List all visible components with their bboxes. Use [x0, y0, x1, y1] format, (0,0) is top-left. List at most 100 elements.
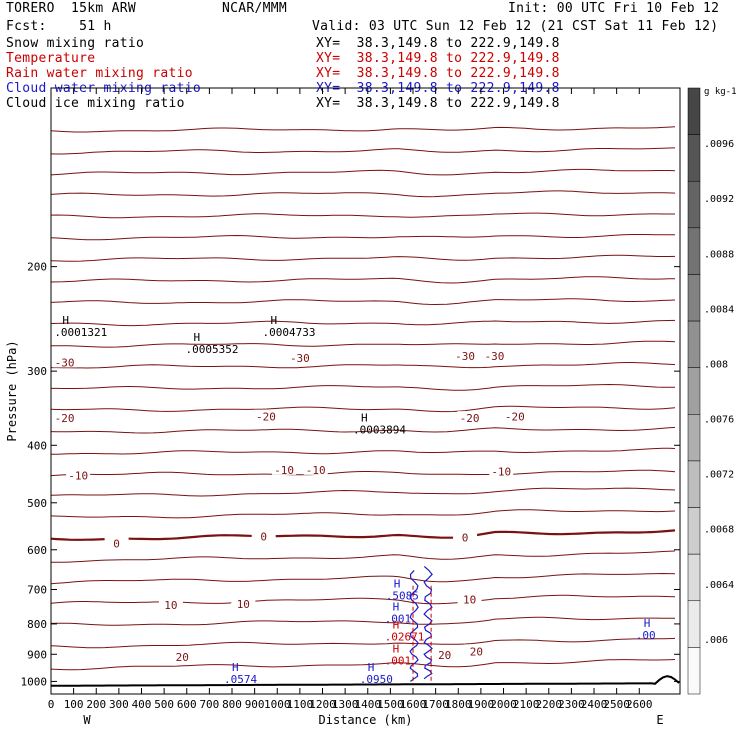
y-tick-label: 1000	[21, 675, 48, 688]
high-marker: H	[232, 661, 239, 674]
x-tick-label: 1700	[422, 698, 449, 711]
high-value-label: .00	[636, 629, 656, 642]
high-marker: H	[62, 314, 69, 327]
x-tick-label: 300	[109, 698, 129, 711]
x-tick-label: 900	[245, 698, 265, 711]
contour-label-bg	[453, 349, 478, 362]
temperature-contour-label: 10	[237, 598, 250, 611]
isotherm-line	[50, 147, 676, 155]
colorbar-level	[687, 274, 701, 322]
contour-label-bg	[272, 462, 297, 475]
temperature-contour-label: 20	[438, 649, 451, 662]
high-marker: H	[393, 601, 400, 614]
x-tick-label: 2200	[536, 698, 563, 711]
colorbar-tick-label: .0068	[704, 525, 734, 536]
field-xy-snow: XY= 38.3,149.8 to 222.9,149.8	[316, 36, 560, 51]
x-tick-label: 2300	[558, 698, 585, 711]
temperature-contour-label: -20	[505, 411, 525, 424]
high-value-label: .0005352	[186, 343, 239, 356]
isotherm-line	[50, 234, 676, 241]
x-tick-label: 700	[199, 698, 219, 711]
colorbar-tick-label: .0076	[704, 415, 734, 426]
temperature-contour-label: -30	[455, 350, 475, 363]
isotherm-line	[50, 212, 675, 219]
high-marker: H	[194, 331, 201, 344]
temperature-contour-label: -10	[306, 464, 326, 477]
y-tick-label: 300	[27, 365, 47, 378]
colorbar-tick-label: .0088	[704, 249, 734, 260]
isotherm-line	[50, 447, 676, 455]
y-axis-label: Pressure (hPa)	[5, 340, 19, 441]
x-tick-label: 1900	[468, 698, 495, 711]
high-marker: H	[393, 619, 400, 632]
temperature-contour-label: -10	[491, 466, 511, 479]
high-value-label: .0003894	[353, 424, 406, 437]
high-value-label: .0004733	[262, 326, 315, 339]
temperature-contour-label: 0	[113, 537, 120, 550]
isotherm-line	[50, 276, 676, 284]
high-marker: H	[644, 617, 651, 630]
field-xy-temperature: XY= 38.3,149.8 to 222.9,149.8	[316, 51, 560, 66]
x-tick-label: 1400	[355, 698, 382, 711]
colorbar-level	[687, 507, 701, 555]
temperature-contour-label: 20	[470, 645, 483, 658]
colorbar-tick-label: .008	[704, 359, 728, 370]
x-tick-label: 100	[64, 698, 84, 711]
isotherm-line	[50, 509, 676, 519]
high-marker: H	[270, 314, 277, 327]
isotherm-line	[50, 572, 676, 585]
header-fcst: Fcst: 51 h	[6, 19, 112, 34]
header-valid: Valid: 03 UTC Sun 12 Feb 12 (21 CST Sat …	[312, 19, 719, 34]
cloud-water-contour	[409, 569, 419, 682]
temperature-contour-label: 10	[463, 593, 476, 606]
x-tick-label: 2500	[603, 698, 630, 711]
high-marker: H	[393, 642, 400, 655]
field-xy-cloud-ice: XY= 38.3,149.8 to 222.9,149.8	[316, 96, 560, 111]
high-value-label: .0574	[224, 673, 257, 686]
isotherm-line	[50, 426, 676, 434]
x-tick-label: 800	[222, 698, 242, 711]
x-tick-label: 2600	[626, 698, 653, 711]
temperature-contour-label: -30	[55, 356, 75, 369]
plot-frame	[50, 87, 681, 695]
contour-label-bg	[464, 644, 489, 657]
isotherm-line	[50, 550, 676, 563]
temperature-contour-label: -10	[274, 464, 294, 477]
x-tick-label: 1600	[400, 698, 427, 711]
field-name-cloud-water: Cloud water mixing ratio	[6, 81, 202, 96]
contour-label-bg	[457, 411, 482, 424]
x-end-label-west: W	[83, 713, 91, 727]
y-tick-label: 400	[27, 439, 47, 452]
x-tick-label: 1100	[287, 698, 314, 711]
high-marker: H	[394, 578, 401, 591]
temperature-contour-label: -30	[290, 352, 310, 365]
isotherm-line	[50, 126, 676, 133]
isotherm-line	[50, 637, 676, 649]
y-tick-label: 500	[27, 497, 47, 510]
x-tick-label: 1300	[332, 698, 359, 711]
colorbar-tick-label: .0064	[704, 580, 734, 591]
contour-label-bg	[251, 529, 276, 542]
isotherm-line	[50, 487, 676, 497]
isotherm-line	[50, 594, 676, 605]
y-tick-label: 200	[27, 261, 47, 274]
colorbar-level	[687, 414, 701, 462]
isotherm-line	[50, 254, 676, 262]
high-value-label: .001	[385, 613, 412, 626]
colorbar-tick-label: .006	[704, 635, 728, 646]
x-tick-label: 0	[48, 698, 55, 711]
high-value-label: .0001321	[54, 326, 107, 339]
contour-label-bg	[489, 464, 514, 477]
colorbar-unit: g kg-1	[704, 87, 737, 97]
temperature-contour-label: 0	[260, 531, 267, 544]
colorbar-level	[687, 180, 701, 229]
header-model: TORERO 15km ARW	[6, 1, 137, 16]
colorbar-level	[687, 134, 701, 182]
colorbar-tick-label: .0096	[704, 139, 734, 150]
contour-label-bg	[158, 597, 183, 610]
isotherm-line	[50, 190, 676, 198]
temperature-contour-label: 20	[176, 651, 189, 664]
contour-label-bg	[453, 530, 478, 543]
isotherm-line	[50, 469, 676, 477]
